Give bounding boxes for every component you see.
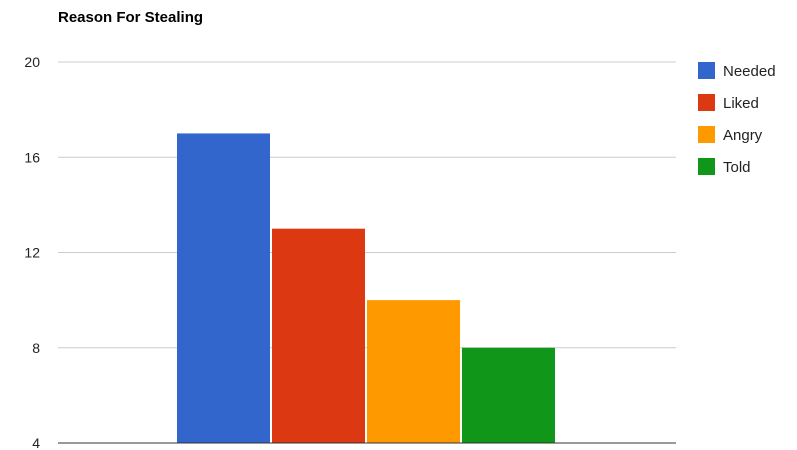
legend-label-told[interactable]: Told [723,159,751,176]
y-tick-label: 8 [32,340,40,356]
legend-label-needed[interactable]: Needed [723,63,776,80]
bar-liked[interactable] [272,229,365,443]
legend: Needed Liked Angry Told [698,62,776,176]
legend-swatch-angry [698,126,715,143]
y-tick-label: 20 [24,54,40,70]
bar-angry[interactable] [367,300,460,443]
y-tick-label: 16 [24,149,40,165]
bars [177,133,555,443]
legend-swatch-liked [698,94,715,111]
bar-told[interactable] [462,348,555,443]
y-tick-label: 12 [24,245,40,261]
y-axis-ticks: 4 8 12 16 20 [24,54,40,450]
bar-needed[interactable] [177,133,270,443]
y-tick-label: 4 [32,435,40,450]
legend-swatch-needed [698,62,715,79]
legend-label-liked[interactable]: Liked [723,95,759,112]
legend-swatch-told [698,158,715,175]
legend-label-angry[interactable]: Angry [723,127,763,144]
